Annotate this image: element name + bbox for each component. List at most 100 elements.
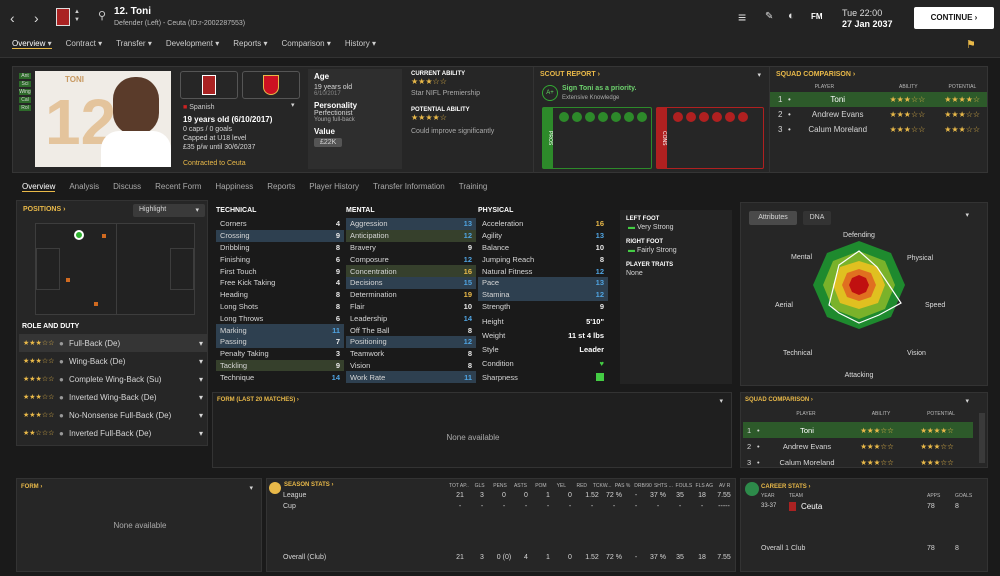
squad-comp-title[interactable]: SQUAD COMPARISON › <box>776 71 856 78</box>
attribute-row[interactable]: Corners 4 <box>216 218 344 230</box>
squad-comp2-collapse-icon[interactable]: ▾ <box>965 398 969 405</box>
list-item[interactable]: ★★★☆☆ ● Complete Wing-Back (Su) ▾ <box>23 374 203 384</box>
chip[interactable]: Rol <box>19 105 31 111</box>
edit-icon[interactable]: ✎ <box>765 11 774 22</box>
squad-comp2-title[interactable]: SQUAD COMPARISON › <box>745 397 813 403</box>
tab-analysis[interactable]: Analysis <box>69 182 100 191</box>
attribute-row[interactable]: Tackling 9 <box>216 359 344 372</box>
con-icon[interactable] <box>673 112 683 122</box>
position-marker[interactable] <box>66 278 70 282</box>
table-row[interactable]: 3 • Calum Moreland ★★★☆☆ ★★★☆☆ <box>778 125 981 134</box>
globe-icon[interactable]: ◐ <box>788 10 795 22</box>
tab-discuss[interactable]: Discuss <box>113 182 142 191</box>
con-icon[interactable] <box>686 112 696 122</box>
attribute-row[interactable]: Leadership 14 <box>346 312 476 324</box>
natural-position-marker[interactable] <box>74 230 84 240</box>
pro-icon[interactable] <box>585 112 595 122</box>
attribute-row[interactable]: Bravery 9 <box>346 242 476 254</box>
attribute-row[interactable]: Free Kick Taking 4 <box>216 277 344 289</box>
attribute-row[interactable]: Concentration 16 <box>346 265 476 277</box>
form-title[interactable]: FORM › <box>21 484 43 490</box>
attribute-row[interactable]: Teamwork 8 <box>346 348 476 360</box>
pro-icon[interactable] <box>624 112 634 122</box>
attribute-row[interactable]: Passing 7 <box>216 335 344 348</box>
con-icon[interactable] <box>699 112 709 122</box>
form-panel-collapse-icon[interactable]: ▾ <box>249 485 253 492</box>
attribute-row[interactable]: Aggression 13 <box>346 218 476 230</box>
radar-collapse-icon[interactable]: ▾ <box>965 212 969 219</box>
continue-button[interactable]: CONTINUE › <box>914 7 994 29</box>
table-row[interactable]: Overall (Club) 21 3 0 (0) 4 1 0 1.52 72 % - 37 % 35… <box>283 554 735 561</box>
pro-icon[interactable] <box>611 112 621 122</box>
season-stats-title[interactable]: SEASON STATS › <box>284 482 334 488</box>
attribute-row[interactable]: Composure 12 <box>346 253 476 265</box>
scrollbar[interactable] <box>979 413 985 463</box>
club-crest-icon[interactable] <box>56 8 70 26</box>
attributes-toggle[interactable]: Attributes <box>749 211 797 225</box>
attribute-row[interactable]: Balance 10 <box>478 242 608 254</box>
attribute-row[interactable]: Anticipation 12 <box>346 229 476 242</box>
career-title[interactable]: CAREER STATS › <box>761 484 811 490</box>
collapse-icon[interactable]: ▾ <box>291 102 295 109</box>
dna-toggle[interactable]: DNA <box>803 211 831 225</box>
club-badge-box[interactable] <box>180 71 238 99</box>
value-amount[interactable]: £22K <box>314 138 343 147</box>
attribute-row[interactable]: Acceleration 16 <box>478 218 608 230</box>
career-team[interactable]: Ceuta <box>801 502 823 511</box>
con-icon[interactable] <box>712 112 722 122</box>
menu-icon[interactable]: ≡ <box>738 9 747 25</box>
tab-training[interactable]: Training <box>458 182 488 191</box>
nav-contract[interactable]: Contract ▾ <box>65 39 103 48</box>
pro-icon[interactable] <box>598 112 608 122</box>
season-col-header[interactable]: GLS <box>474 483 485 489</box>
attribute-row[interactable]: First Touch 9 <box>216 265 344 277</box>
attribute-row[interactable]: Long Throws 6 <box>216 312 344 324</box>
position-marker[interactable] <box>94 302 98 306</box>
season-col-header[interactable]: DRB/90 <box>634 483 652 489</box>
con-icon[interactable] <box>725 112 735 122</box>
attribute-row[interactable]: Work Rate 11 <box>346 371 476 384</box>
tab-recent-form[interactable]: Recent Form <box>155 182 202 191</box>
nav-transfer[interactable]: Transfer ▾ <box>116 39 152 48</box>
list-item[interactable]: ★★★☆☆ ● Inverted Wing-Back (De) ▾ <box>23 392 203 402</box>
season-col-header[interactable]: PAS % <box>614 483 631 489</box>
table-row[interactable]: 1 • Toni ★★★☆☆ ★★★★☆ <box>770 92 987 107</box>
nation-badge-box[interactable] <box>242 71 300 99</box>
form-matches-title[interactable]: FORM (LAST 20 MATCHES) › <box>217 397 299 403</box>
attribute-row[interactable]: Determination 19 <box>346 289 476 301</box>
chip[interactable]: Sci <box>19 81 31 87</box>
nav-development[interactable]: Development ▾ <box>165 39 220 48</box>
contract-status[interactable]: Contracted to Ceuta <box>183 160 246 167</box>
attribute-row[interactable]: Stamina 12 <box>478 288 608 301</box>
chip[interactable]: Ant <box>19 73 31 79</box>
table-row[interactable]: League 21 3 0 0 1 0 1.52 72 % - 37 % 35 18 7.55 <box>283 492 735 499</box>
table-row[interactable]: 3 • Calum Moreland ★★★☆☆ ★★★☆☆ <box>747 457 954 467</box>
season-col-header[interactable]: FLS AG <box>695 483 714 489</box>
highlight-dropdown[interactable]: Highlight ▾ <box>133 204 205 217</box>
season-col-header[interactable]: TCKW... <box>592 483 612 489</box>
nav-overview[interactable]: Overview ▾ <box>12 39 52 49</box>
chip[interactable]: Wing <box>19 89 31 95</box>
season-col-header[interactable]: TOT AP... <box>449 483 470 489</box>
season-col-header[interactable]: SHTS ... <box>653 483 673 489</box>
pro-icon[interactable] <box>572 112 582 122</box>
table-row[interactable]: 2 • Andrew Evans ★★★☆☆ ★★★☆☆ <box>747 441 954 451</box>
back-icon[interactable]: ‹ <box>10 10 15 26</box>
attribute-row[interactable]: Jumping Reach 8 <box>478 253 608 265</box>
attribute-row[interactable]: Finishing 6 <box>216 253 344 265</box>
attribute-row[interactable]: Pace 13 <box>478 276 608 289</box>
positions-title[interactable]: POSITIONS › <box>23 206 66 213</box>
form-collapse-icon[interactable]: ▾ <box>719 398 723 405</box>
attribute-row[interactable]: Strength 9 <box>478 301 608 313</box>
attribute-row[interactable]: Agility 13 <box>478 230 608 242</box>
chip[interactable]: Cal <box>19 97 31 103</box>
nav-reports[interactable]: Reports ▾ <box>233 39 268 48</box>
attribute-row[interactable]: Crossing 9 <box>216 229 344 242</box>
list-item[interactable]: ★★★☆☆ ● Wing-Back (De) ▾ <box>23 356 203 366</box>
season-col-header[interactable]: YEL <box>556 483 567 489</box>
season-col-header[interactable]: RED <box>576 483 588 489</box>
list-item[interactable]: ★★★☆☆ ● Full-Back (De) ▾ <box>19 334 207 352</box>
attribute-row[interactable]: Long Shots 8 <box>216 301 344 313</box>
table-row[interactable]: 1 • Toni ★★★☆☆ ★★★★☆ <box>743 422 973 438</box>
tab-player-history[interactable]: Player History <box>309 182 360 191</box>
